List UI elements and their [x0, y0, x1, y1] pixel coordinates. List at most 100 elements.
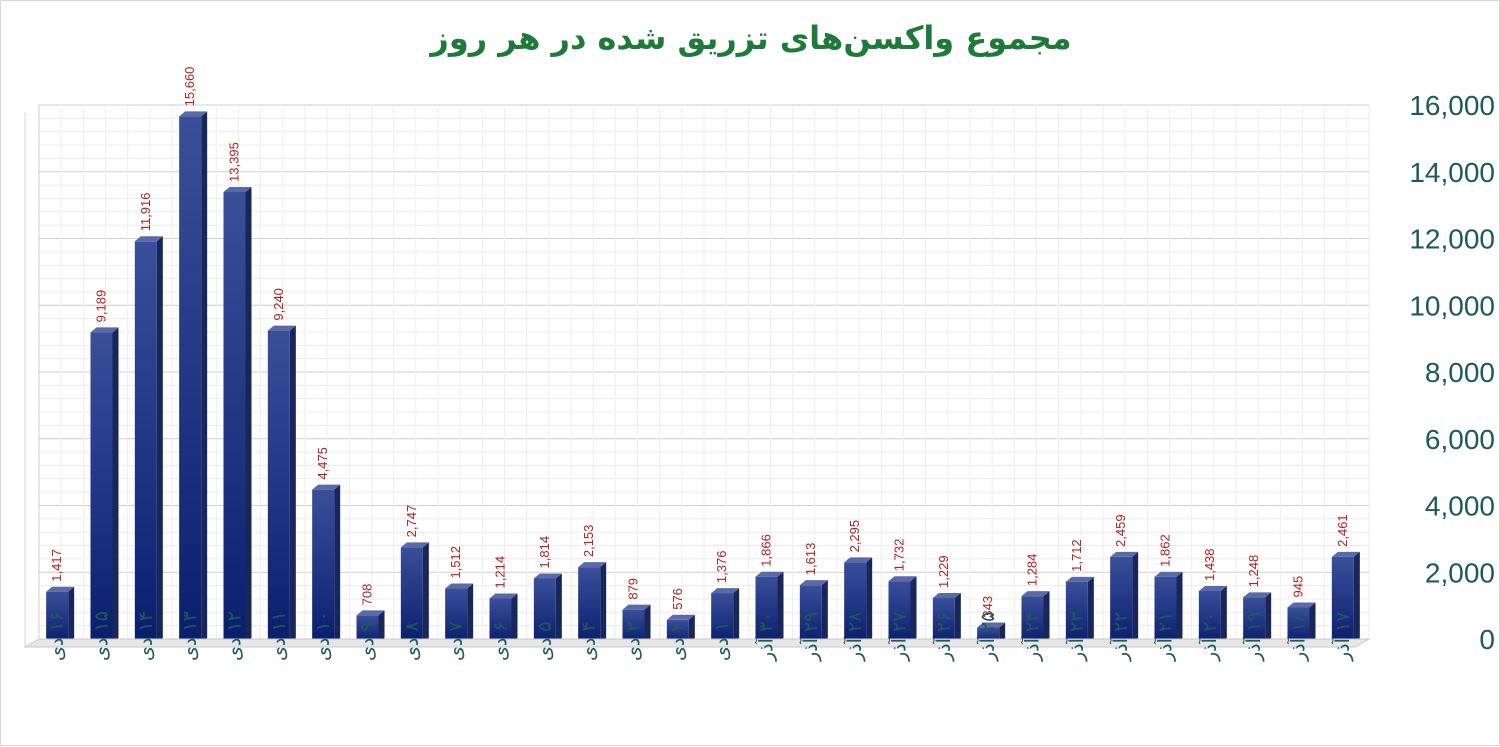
data-label: 11,916: [138, 193, 153, 232]
bar-top: [533, 573, 562, 579]
data-label: 1,512: [448, 546, 463, 579]
x-tick-label: ۱۳ دی: [179, 611, 201, 661]
data-label: 4,475: [315, 447, 330, 480]
x-tick-label: ۲۸ آذر: [842, 612, 866, 662]
data-label: 2,459: [1113, 514, 1128, 547]
x-tick-label: ۷ دی: [445, 621, 467, 661]
x-tick-label: ۲۰ آذر: [1197, 612, 1221, 662]
bar: [799, 585, 822, 643]
bars: 1,417 9,189 11,916 15,660 13,395 9,240 4,475 70…: [46, 67, 1360, 643]
bar: [1065, 581, 1088, 643]
bar-side: [422, 542, 429, 643]
bar-side: [910, 576, 917, 643]
bar-side: [1087, 576, 1094, 643]
bar: [134, 241, 157, 643]
axes: 0 2,000 4,000 6,000 8,000 10,000 12,000 14,000 1…: [23, 90, 1495, 662]
bar-top: [46, 586, 75, 592]
bar-top: [977, 622, 1006, 628]
chart-floor: [23, 638, 1371, 648]
y-tick-label: 12,000: [1409, 224, 1495, 255]
x-tick-label: ۱۴ دی: [135, 611, 157, 661]
data-label: 2,153: [581, 525, 596, 558]
data-label: 708: [360, 584, 375, 606]
bar-top: [1065, 576, 1094, 582]
bar: [400, 547, 423, 643]
x-tick-label: ۲۷ آذر: [887, 612, 911, 662]
bar: [1287, 607, 1310, 643]
bar-top: [400, 542, 429, 548]
bar: [666, 619, 689, 643]
bar-top: [1331, 551, 1360, 557]
x-tick-label: ۱۱ دی: [268, 611, 290, 661]
data-label: 1,284: [1025, 554, 1040, 587]
data-label: 1,866: [759, 534, 774, 567]
bar-top: [844, 557, 873, 563]
bar: [90, 332, 113, 643]
data-label: 879: [626, 578, 641, 600]
data-label: 1,814: [537, 536, 552, 569]
data-label: 2,461: [1335, 514, 1350, 547]
bar-top: [755, 571, 784, 577]
bar-top: [489, 593, 518, 599]
bar-top: [711, 588, 740, 594]
data-label: 1,229: [936, 555, 951, 588]
bar-side: [1353, 551, 1360, 643]
x-tick-label: ۲۳ آذر: [1064, 612, 1088, 662]
grid-lines: [38, 104, 1370, 640]
bar-side: [378, 610, 385, 643]
chart-title: مجموع واکسن‌های تزریق شده در هر روز: [430, 19, 1072, 57]
bar: [755, 576, 778, 643]
x-tick-label: ۲۱ آذر: [1153, 612, 1177, 662]
y-tick-label: 2,000: [1425, 557, 1495, 588]
x-tick-label: ۹ دی: [357, 621, 379, 661]
bar: [888, 581, 911, 643]
bar-top: [1154, 571, 1183, 577]
data-label: 1,613: [803, 543, 818, 576]
bar-top: [578, 562, 607, 568]
bar: [267, 330, 290, 643]
bar-side: [1309, 602, 1316, 643]
data-label: 2,295: [847, 520, 862, 553]
bar-side: [1265, 592, 1272, 643]
bar-top: [223, 186, 252, 192]
bar: [711, 593, 734, 643]
bar: [179, 116, 202, 643]
data-label: 1,248: [1246, 555, 1261, 588]
bar: [932, 597, 955, 643]
x-tick-label: ۲۴ آذر: [1020, 612, 1044, 662]
bar-side: [999, 622, 1006, 643]
x-tick-label: ۶ دی: [490, 621, 512, 661]
y-tick-label: 4,000: [1425, 491, 1495, 522]
x-tick-label: ۲۲ آذر: [1108, 612, 1132, 662]
x-tick-label: ۱ دی: [711, 621, 733, 661]
bar: [1198, 591, 1221, 643]
y-tick-label: 10,000: [1409, 290, 1495, 321]
data-label: 1,376: [714, 551, 729, 584]
bar-side: [1220, 586, 1227, 643]
bar: [445, 588, 468, 643]
x-tick-label: ۳۰ آذر: [754, 612, 778, 662]
bar-top: [1243, 592, 1272, 598]
data-label: 13,395: [227, 142, 242, 182]
x-tick-label: ۲ دی: [667, 621, 689, 661]
bar-top: [1198, 586, 1227, 592]
x-tick-label: ۲۹ آذر: [798, 612, 822, 662]
data-label: 9,240: [271, 288, 286, 321]
x-tick-label: ۳ دی: [623, 621, 645, 661]
data-label: 1,214: [493, 556, 508, 589]
bar-side: [245, 186, 252, 643]
data-label: 1,438: [1202, 548, 1217, 581]
data-label: 1,732: [892, 539, 907, 572]
y-tick-label: 0: [1479, 624, 1495, 655]
bar-top: [312, 484, 341, 490]
bar-side: [688, 614, 695, 643]
bar-top: [1110, 551, 1139, 557]
data-label: 576: [670, 588, 685, 610]
bar-top: [622, 604, 651, 610]
x-tick-label: ۵ دی: [534, 621, 556, 661]
bar: [622, 609, 645, 643]
bar-top: [179, 111, 208, 117]
bar-side: [777, 571, 784, 643]
bar-side: [1132, 551, 1139, 643]
